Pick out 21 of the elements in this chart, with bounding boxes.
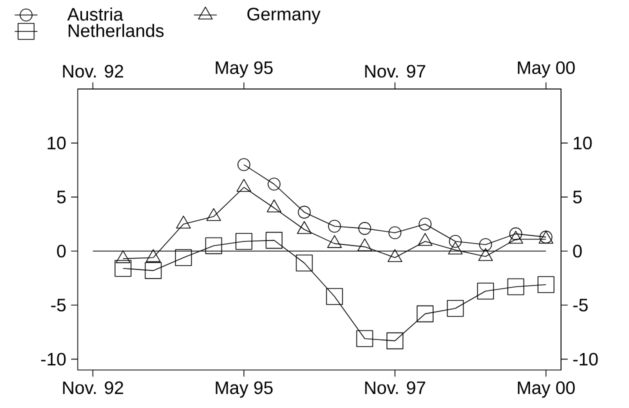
y2-tick-label: -5 bbox=[573, 298, 588, 312]
x2-tick-label: Nov. 92 bbox=[63, 381, 124, 394]
y-tick-label: 10 bbox=[48, 136, 66, 150]
legend-label: Germany bbox=[247, 8, 320, 24]
y2-tick-label: 5 bbox=[573, 190, 582, 204]
x-tick-label: Nov. 92 bbox=[63, 64, 124, 78]
x2-tick-label: May 95 bbox=[216, 381, 273, 398]
x-tick-label: May 00 bbox=[518, 61, 575, 78]
y-tick-label: -5 bbox=[51, 298, 66, 312]
x2-tick-label: Nov. 97 bbox=[365, 381, 426, 394]
legend-label: Austria bbox=[67, 7, 124, 21]
legend-label: Netherlands bbox=[68, 24, 164, 38]
y-tick-label: 0 bbox=[57, 244, 66, 258]
y-tick-label: 5 bbox=[57, 190, 66, 204]
x2-tick-label: May 00 bbox=[518, 381, 575, 398]
x-tick-label: May 95 bbox=[216, 61, 273, 78]
y-tick-label: -10 bbox=[41, 352, 66, 366]
y2-tick-label: 10 bbox=[574, 136, 592, 150]
y2-tick-label: 0 bbox=[573, 244, 582, 258]
x-tick-label: Nov. 97 bbox=[365, 64, 426, 78]
y2-tick-label: -10 bbox=[573, 352, 598, 366]
